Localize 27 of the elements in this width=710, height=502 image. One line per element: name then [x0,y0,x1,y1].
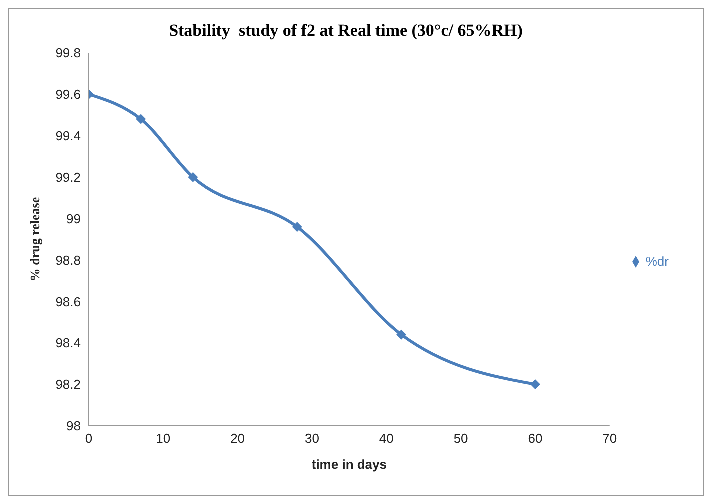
point [530,380,540,390]
x-tick-label: 70 [602,431,618,446]
x-tick-label: 50 [454,431,468,446]
y-tick-label: 99.2 [56,170,81,185]
x-tick-label: 60 [528,431,543,446]
x-axis-title: time in days [312,457,388,472]
y-axis-title: % drug release [28,197,43,282]
y-tick-label: 99.8 [56,46,81,61]
y-tick-label: 98.4 [56,336,81,351]
point [396,330,407,340]
y-tick-label: 98.2 [56,377,81,392]
x-tick-label: 20 [230,431,246,446]
y-tick-label: 99.4 [56,128,81,144]
point [136,114,146,124]
point [292,222,302,232]
point [188,172,198,182]
x-tick-label: 0 [85,431,93,446]
y-tick-label: 99 [66,211,81,226]
y-tick-label: 98.8 [56,252,81,268]
y-tick-label: 98 [66,418,81,434]
legend-label: %dr [646,254,669,268]
chart-title: Stability study of f2 at Real time (30°c/ 65%RH) [168,21,524,41]
x-tick-label: 30 [305,431,320,446]
x-tick-label: 10 [156,431,171,446]
y-tick-label: 98.6 [56,294,81,310]
y-tick-label: 99.6 [56,87,81,102]
x-tick-label: 40 [379,431,394,446]
